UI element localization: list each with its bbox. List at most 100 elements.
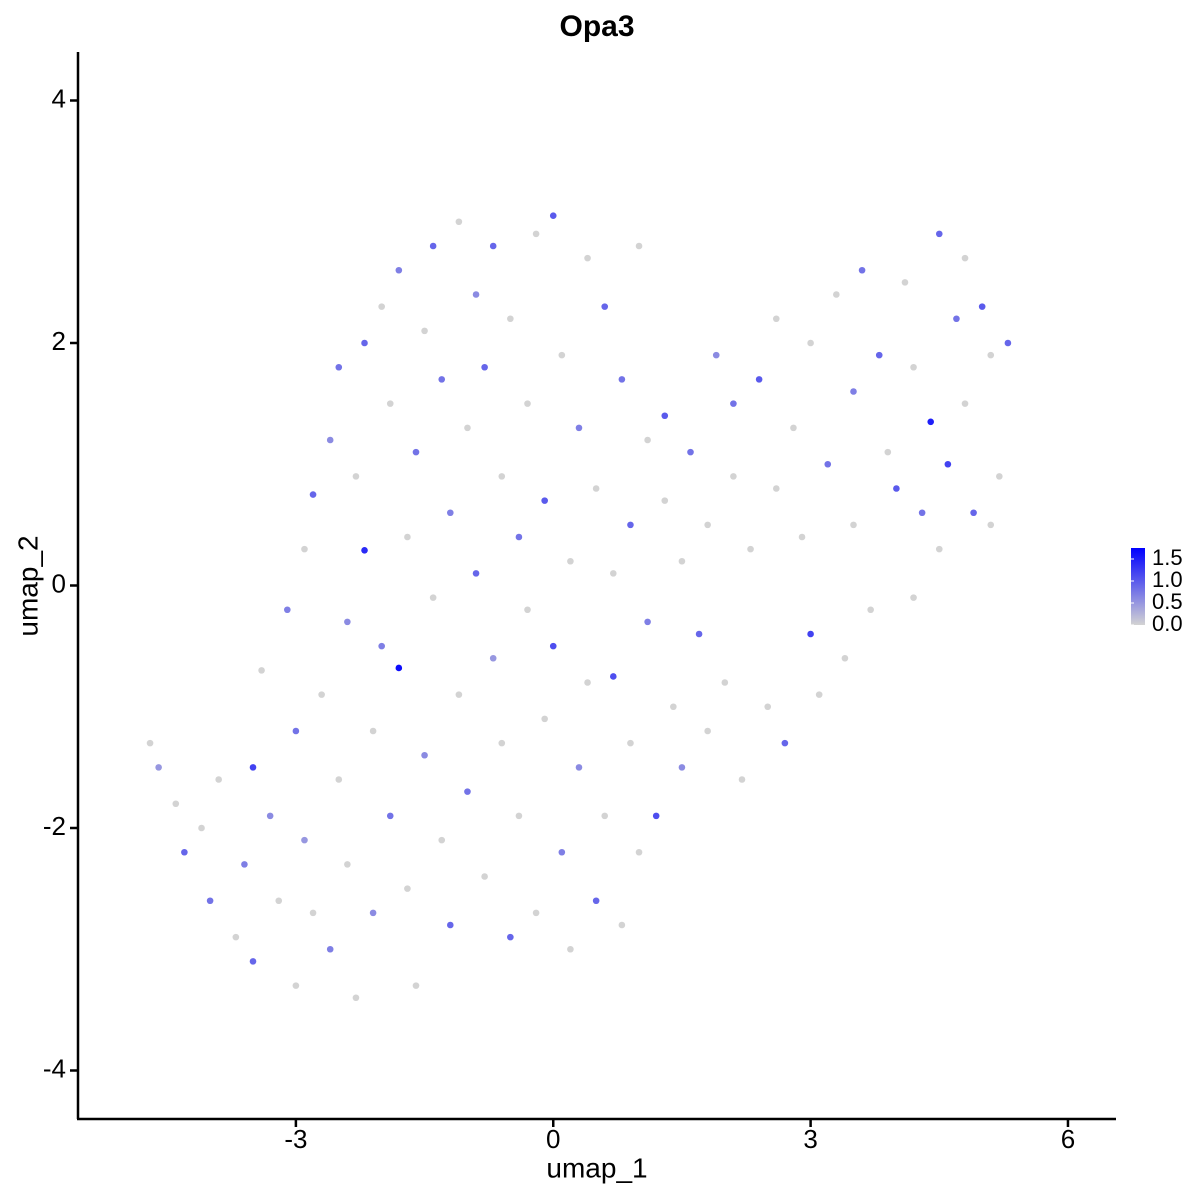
point: [618, 376, 626, 383]
y-tick-label: -4: [43, 1053, 66, 1083]
point: [344, 861, 351, 868]
point: [987, 521, 995, 529]
point: [335, 363, 343, 371]
point: [481, 363, 488, 371]
point: [790, 424, 797, 432]
point: [601, 812, 609, 820]
point: [378, 642, 385, 650]
point: [249, 958, 257, 965]
y-tick-label: 2: [52, 326, 66, 356]
point: [807, 339, 814, 347]
point: [858, 266, 866, 274]
point: [326, 436, 334, 444]
point: [592, 897, 600, 905]
point: [704, 727, 711, 735]
point: [404, 533, 411, 541]
point: [172, 800, 180, 808]
point: [944, 460, 952, 468]
point: [532, 230, 540, 238]
point: [730, 473, 737, 480]
point: [712, 351, 720, 359]
point: [524, 606, 531, 614]
point: [275, 897, 283, 905]
point: [524, 400, 531, 407]
colorbar-label: 1.0: [1152, 567, 1183, 592]
point: [215, 776, 222, 783]
x-axis-title: umap_1: [546, 1152, 647, 1183]
point: [927, 418, 935, 426]
point: [884, 448, 892, 456]
point: [961, 254, 969, 262]
point: [893, 485, 900, 492]
point: [953, 315, 960, 323]
point: [996, 473, 1003, 480]
point: [592, 485, 600, 492]
point: [284, 606, 291, 614]
point: [824, 460, 832, 468]
point: [421, 327, 428, 335]
point: [352, 994, 360, 1002]
point: [687, 448, 694, 456]
point: [609, 673, 617, 680]
point: [266, 812, 274, 820]
y-tick-label: 4: [52, 83, 66, 113]
point: [198, 824, 205, 832]
point: [361, 547, 368, 554]
point: [798, 533, 806, 541]
point: [918, 509, 926, 517]
point: [232, 933, 240, 941]
point: [558, 351, 566, 359]
point: [541, 715, 548, 723]
point: [352, 473, 360, 480]
point: [807, 630, 814, 638]
point: [309, 909, 317, 917]
point: [644, 618, 651, 626]
point: [206, 897, 214, 905]
point: [910, 363, 917, 371]
point: [558, 848, 566, 856]
point: [987, 351, 995, 359]
colorbar-label: 0.0: [1152, 611, 1183, 636]
point: [747, 545, 754, 553]
point: [472, 291, 480, 298]
point: [464, 424, 471, 432]
point: [935, 545, 943, 553]
point: [618, 921, 626, 929]
y-tick-label: -2: [43, 811, 66, 841]
point: [635, 848, 643, 856]
point: [901, 279, 909, 286]
y-axis-title: umap_2: [12, 535, 43, 636]
point: [507, 933, 514, 941]
point: [961, 400, 969, 407]
point: [249, 764, 257, 771]
point: [567, 945, 574, 953]
y-tick-label: 0: [52, 568, 66, 598]
point: [421, 751, 428, 759]
point: [584, 679, 591, 686]
point: [335, 776, 343, 783]
point: [386, 400, 394, 407]
point: [850, 388, 857, 395]
point: [378, 303, 385, 310]
point: [601, 303, 609, 310]
point: [875, 351, 883, 359]
point: [584, 254, 591, 262]
point: [772, 485, 780, 492]
point: [507, 315, 514, 323]
point: [412, 448, 420, 456]
point: [369, 727, 377, 735]
point: [678, 764, 686, 771]
x-tick-label: 3: [803, 1124, 817, 1154]
point: [292, 982, 300, 989]
x-tick-label: 0: [546, 1124, 560, 1154]
point: [241, 861, 248, 868]
point: [978, 303, 986, 310]
point: [489, 242, 497, 250]
point: [447, 509, 454, 517]
point: [146, 739, 154, 747]
point: [326, 945, 334, 953]
point: [670, 703, 677, 711]
point: [301, 545, 308, 553]
point: [481, 873, 488, 880]
